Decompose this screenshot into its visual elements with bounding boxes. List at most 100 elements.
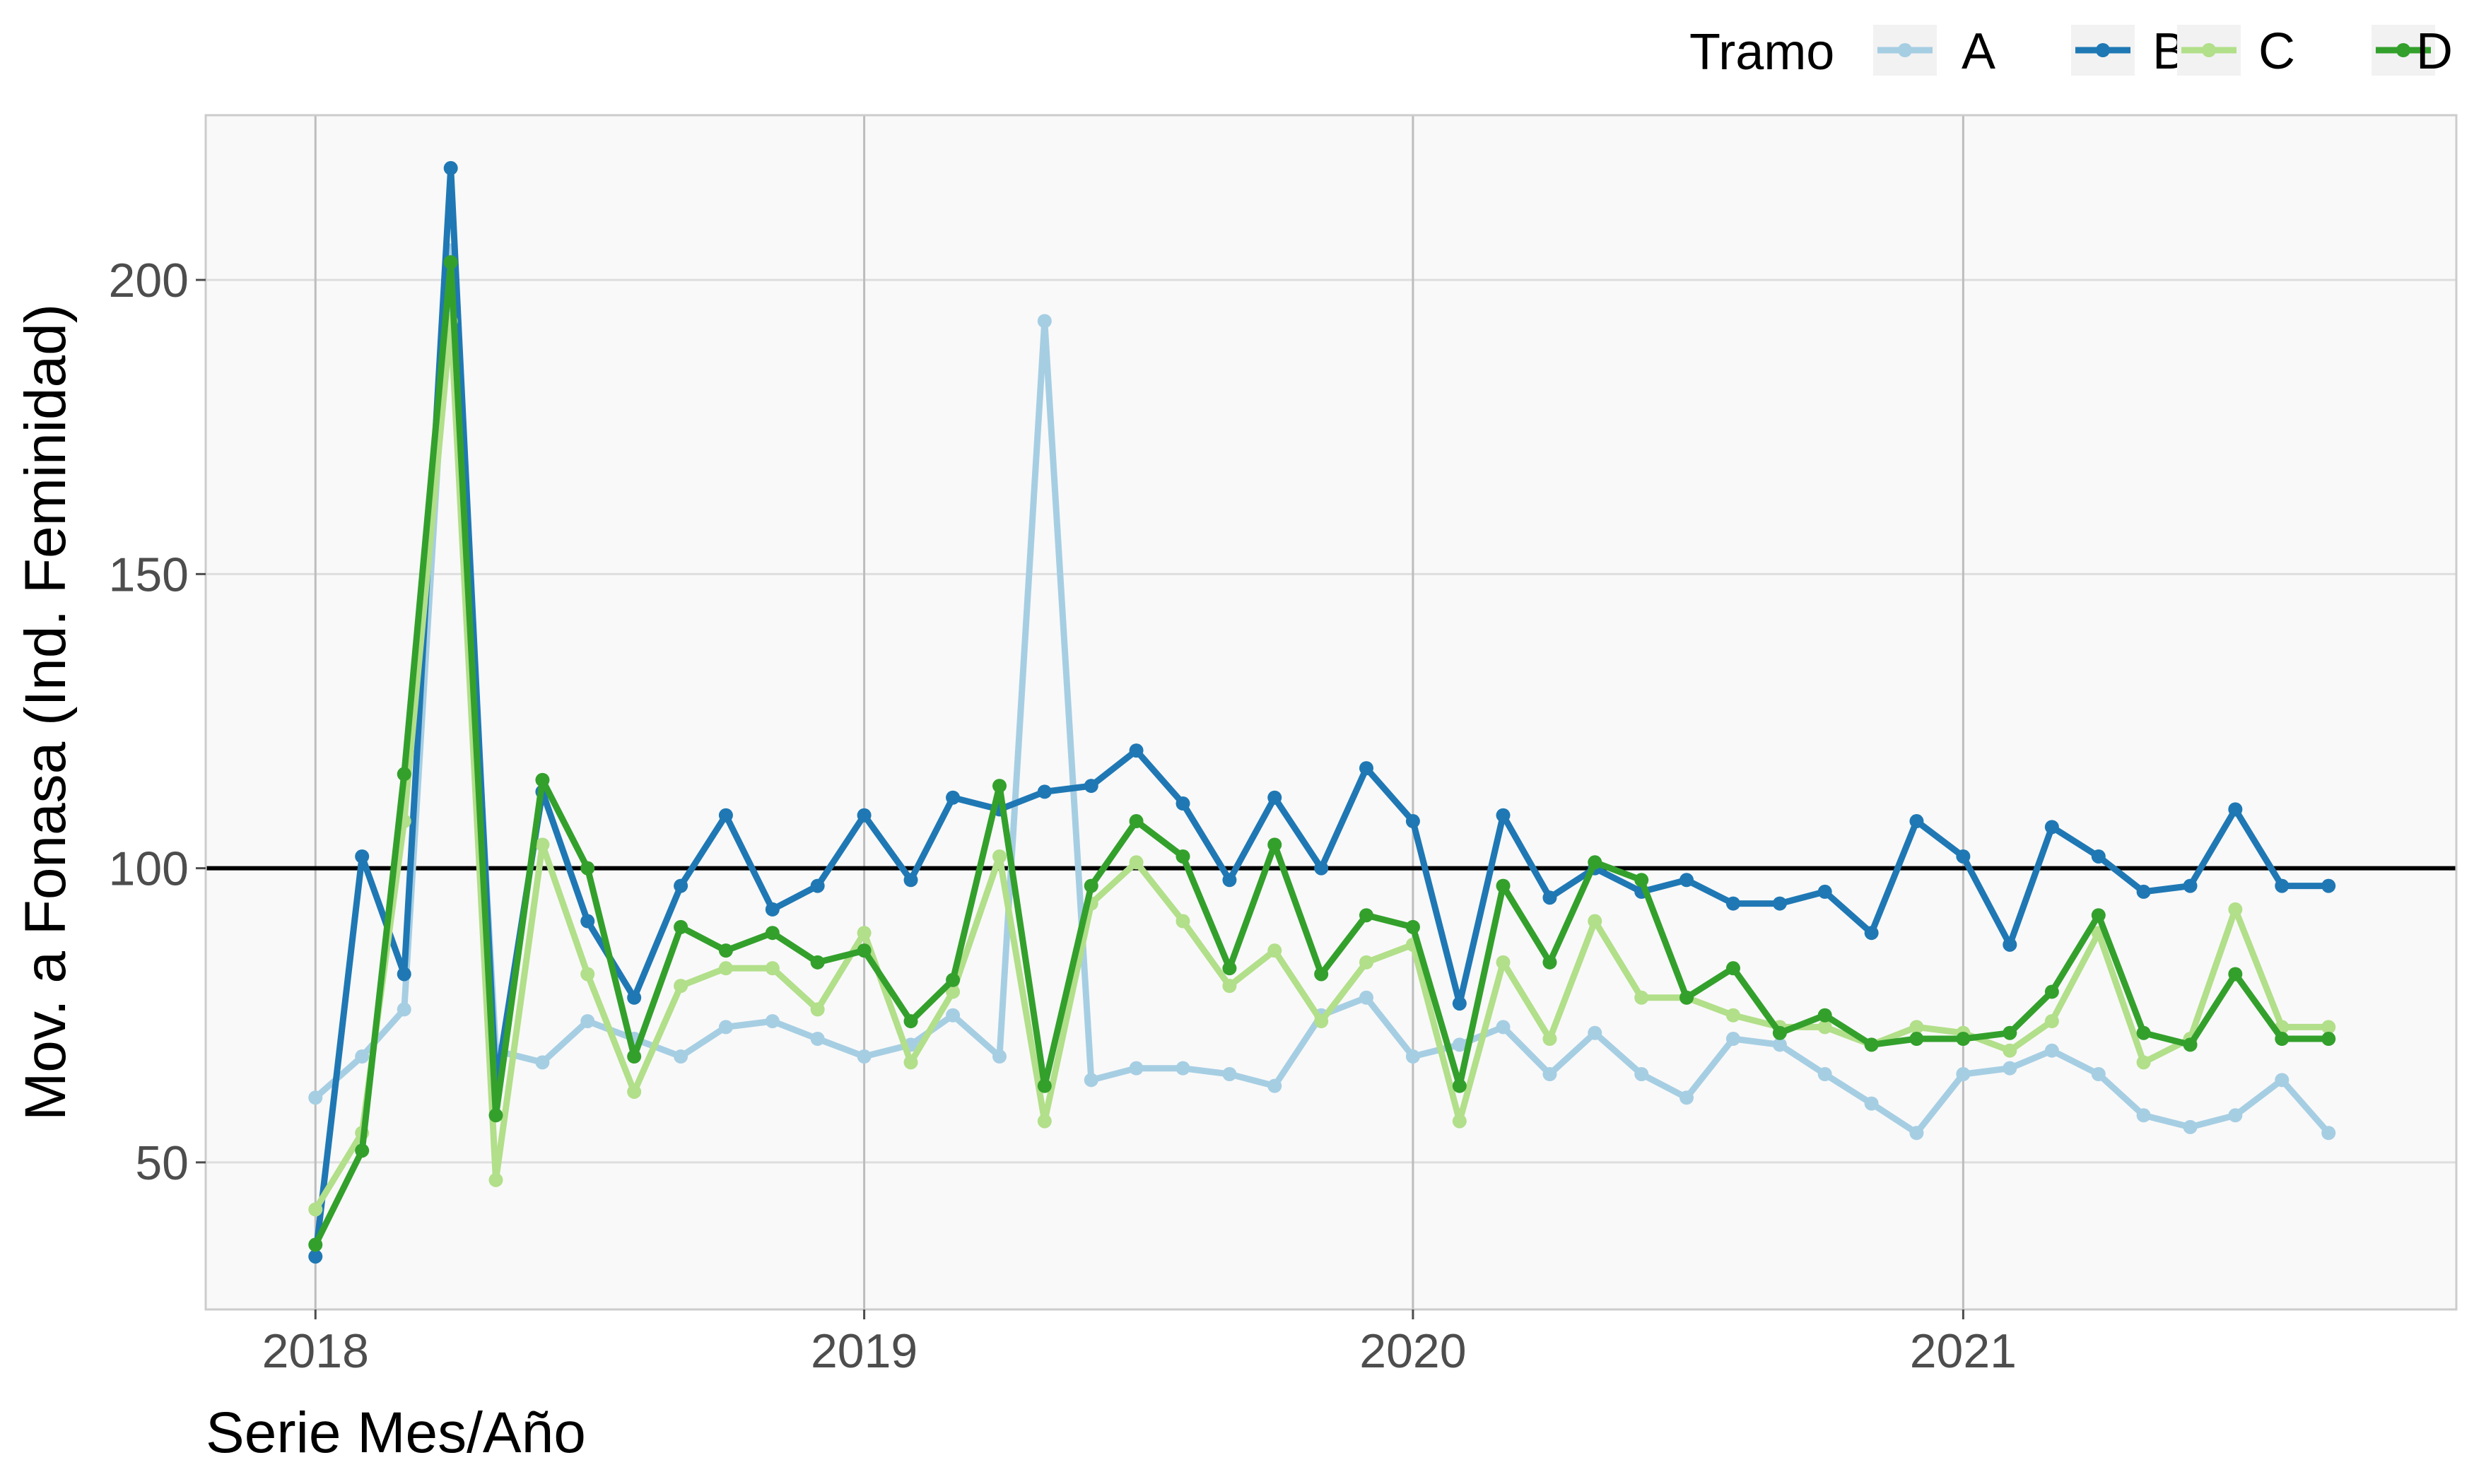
data-point xyxy=(765,961,780,976)
data-point xyxy=(674,878,688,893)
axis-labels: 50 100 150 200 2018 2019 2020 2021 xyxy=(109,254,2017,1378)
data-point xyxy=(1129,743,1144,758)
data-point xyxy=(1864,1037,1879,1052)
data-point xyxy=(2136,1108,2151,1123)
data-point xyxy=(1817,1066,1832,1081)
data-point xyxy=(1634,990,1649,1005)
data-point xyxy=(1542,1066,1557,1081)
y-tick-label: 200 xyxy=(109,254,189,307)
data-point xyxy=(1176,914,1190,929)
data-point xyxy=(2321,1032,2336,1047)
data-point xyxy=(1222,1066,1237,1081)
data-point xyxy=(397,767,411,782)
series-B xyxy=(308,160,2336,1264)
y-tick-label: 150 xyxy=(109,548,189,601)
data-point xyxy=(946,790,961,805)
data-point xyxy=(627,990,642,1005)
legend-item-D: D xyxy=(2372,23,2453,80)
data-point xyxy=(718,808,733,823)
data-point xyxy=(397,1002,411,1017)
data-point xyxy=(1909,1032,1924,1047)
data-point xyxy=(443,255,458,270)
data-point xyxy=(810,1002,825,1017)
data-point xyxy=(2275,1032,2290,1047)
data-point xyxy=(1129,814,1144,829)
x-tick-label: 2021 xyxy=(1910,1324,2017,1378)
data-point xyxy=(1314,861,1329,876)
legend-item-A: A xyxy=(1873,23,1995,80)
data-point xyxy=(1359,908,1373,923)
data-point xyxy=(1817,1008,1832,1023)
data-point xyxy=(1222,873,1237,888)
data-point xyxy=(1864,926,1879,941)
data-point xyxy=(1817,1020,1832,1035)
data-point xyxy=(308,1249,323,1264)
data-point xyxy=(1405,814,1420,829)
data-point xyxy=(1588,855,1602,870)
data-point xyxy=(946,984,961,999)
data-point xyxy=(627,1084,642,1099)
data-point xyxy=(1956,1066,1971,1081)
data-point xyxy=(580,967,595,982)
legend-key-point xyxy=(2396,43,2410,57)
data-point xyxy=(1496,808,1511,823)
data-point xyxy=(1542,955,1557,970)
data-point xyxy=(1084,878,1098,893)
data-point xyxy=(2183,878,2198,893)
data-point xyxy=(992,779,1007,794)
data-point xyxy=(1037,1078,1052,1093)
data-point xyxy=(355,1049,370,1064)
legend: Tramo A B C D xyxy=(1689,23,2453,81)
data-point xyxy=(308,1237,323,1252)
data-point xyxy=(308,1202,323,1217)
data-point xyxy=(1542,1032,1557,1047)
data-point xyxy=(1405,919,1420,934)
data-point xyxy=(2091,908,2106,923)
series-layer xyxy=(308,160,2336,1264)
data-point xyxy=(355,849,370,864)
data-point xyxy=(1405,1049,1420,1064)
data-point xyxy=(1956,1032,1971,1047)
data-point xyxy=(1772,896,1787,911)
data-point xyxy=(1634,1066,1649,1081)
data-point xyxy=(1496,878,1511,893)
legend-label: D xyxy=(2416,23,2453,80)
legend-key-point xyxy=(2096,43,2110,57)
data-point xyxy=(1542,890,1557,905)
data-point xyxy=(308,1090,323,1105)
data-point xyxy=(2003,937,2017,952)
legend-key-point xyxy=(2202,43,2216,57)
data-point xyxy=(2003,1061,2017,1076)
data-point xyxy=(2091,849,2106,864)
data-point xyxy=(718,961,733,976)
data-point xyxy=(1267,837,1282,852)
data-point xyxy=(2321,1020,2336,1035)
data-point xyxy=(2228,967,2243,982)
x-tick-label: 2019 xyxy=(811,1324,918,1378)
data-point xyxy=(1772,1037,1787,1052)
data-point xyxy=(1725,961,1740,976)
data-point xyxy=(2183,1037,2198,1052)
legend-label: A xyxy=(1962,23,1995,80)
series-C xyxy=(308,314,2336,1217)
data-point xyxy=(1176,849,1190,864)
data-point xyxy=(810,1032,825,1047)
data-point xyxy=(1176,796,1190,811)
data-point xyxy=(1588,1025,1602,1040)
data-point xyxy=(1496,1020,1511,1035)
data-point xyxy=(1452,996,1467,1011)
data-point xyxy=(355,1143,370,1158)
data-point xyxy=(765,926,780,941)
data-point xyxy=(580,861,595,876)
data-point xyxy=(1314,967,1329,982)
data-point xyxy=(2003,1025,2017,1040)
data-point xyxy=(1359,990,1373,1005)
data-point xyxy=(1956,849,1971,864)
data-point xyxy=(2003,1043,2017,1058)
data-point xyxy=(1725,1008,1740,1023)
data-point xyxy=(674,919,688,934)
data-point xyxy=(674,1049,688,1064)
data-point xyxy=(488,1108,503,1123)
data-point xyxy=(1129,1061,1144,1076)
